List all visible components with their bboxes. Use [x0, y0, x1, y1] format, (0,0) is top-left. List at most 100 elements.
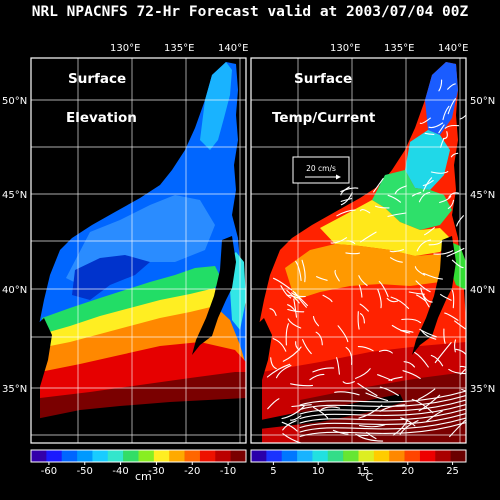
- current-vector: [402, 370, 421, 379]
- current-vector: [281, 421, 298, 432]
- current-vector: [386, 297, 399, 303]
- current-vector: [357, 434, 384, 442]
- elevation-north-highs: [200, 62, 232, 150]
- current-vector: [446, 247, 465, 257]
- current-vectors: [266, 79, 466, 443]
- elevation-colorbar-segment: [77, 450, 93, 462]
- reference-vector-label: 20 cm/s: [306, 164, 336, 173]
- current-vector: [334, 269, 340, 282]
- elevation-field: [31, 58, 246, 443]
- current-vector: [270, 357, 277, 370]
- current-vector: [299, 390, 466, 406]
- current-vector: [299, 408, 466, 424]
- current-vector: [379, 386, 399, 396]
- current-vector: [378, 280, 389, 298]
- current-vector: [365, 392, 389, 402]
- current-vector: [389, 249, 404, 253]
- temperature-colorbar-segment: [297, 450, 313, 462]
- elevation-colorbar-segment: [230, 450, 247, 462]
- current-vector: [426, 410, 443, 422]
- current-vector: [309, 373, 325, 381]
- current-vector: [337, 325, 349, 343]
- elevation-colorbar-label: -30: [148, 466, 164, 477]
- elevation-colorbar-segment: [123, 450, 139, 462]
- temperature-colorbar-segment: [327, 450, 344, 462]
- current-vector: [359, 209, 371, 214]
- current-vector: [355, 368, 371, 379]
- temp-land-korea: [251, 318, 272, 410]
- elevation-colorbar-segment: [199, 450, 216, 462]
- temp-land-japan: [412, 236, 456, 355]
- current-vector: [285, 323, 289, 346]
- current-vector: [440, 293, 452, 301]
- current-vector: [414, 351, 429, 368]
- elevation-colorbar-segment: [92, 450, 109, 462]
- elevation-colorbar: -60 -50 -40 -30 -20 -10: [30, 449, 247, 477]
- current-vector: [448, 192, 460, 198]
- current-vector: [299, 412, 466, 429]
- current-vector: [332, 429, 349, 435]
- current-vector: [415, 280, 431, 293]
- elevation-land-south: [31, 398, 246, 443]
- current-vector: [282, 346, 302, 362]
- current-vector: [451, 259, 464, 269]
- longitude-tick-label: 135°E: [164, 43, 194, 54]
- current-vector: [269, 308, 277, 316]
- elevation-title-line2: Elevation: [66, 110, 137, 126]
- current-vector: [302, 339, 312, 355]
- temperature-colorbar-segment: [389, 450, 405, 462]
- current-vector: [357, 346, 374, 352]
- current-vector: [281, 405, 305, 420]
- elevation-land-japan: [192, 236, 236, 355]
- current-vector: [421, 330, 437, 340]
- current-vector: [456, 215, 464, 227]
- current-vector: [299, 399, 466, 415]
- temperature-colorbar-label: 20: [401, 466, 414, 477]
- temperature-colorbar-segment: [281, 450, 298, 462]
- current-vector: [394, 185, 407, 195]
- elevation-colorbar-label: -60: [41, 466, 57, 477]
- current-vector: [312, 316, 320, 327]
- elevation-land-korea: [31, 318, 52, 410]
- graticule: [31, 58, 466, 443]
- current-vector: [358, 284, 363, 298]
- current-vector: [389, 257, 403, 263]
- current-vector: [316, 276, 328, 281]
- elevation-colorbar-segment: [138, 450, 155, 462]
- current-vector: [447, 199, 455, 210]
- current-vector: [340, 187, 359, 193]
- current-vector: [454, 339, 457, 353]
- current-vector: [428, 241, 443, 246]
- temperature-colorbar-segment: [266, 450, 283, 462]
- temperature-colorbar-segment: [358, 450, 375, 462]
- elevation-title-line1: Surface: [68, 71, 126, 87]
- current-vector: [345, 252, 361, 255]
- current-vector: [424, 132, 435, 135]
- current-vector: [266, 363, 291, 378]
- temperature-colorbar-label: 10: [312, 466, 325, 477]
- current-vector: [320, 406, 341, 411]
- temperature-colorbar-segment: [450, 450, 467, 462]
- latitude-tick-label-left: 50°N: [2, 96, 27, 107]
- figure-title: NRL NPACNFS 72-Hr Forecast valid at 2003…: [31, 4, 469, 20]
- current-vector: [448, 368, 466, 375]
- current-vector: [357, 382, 378, 397]
- temperature-colorbar-segment: [312, 450, 329, 462]
- current-vector: [289, 415, 302, 421]
- current-vector: [340, 197, 353, 202]
- current-vector: [461, 388, 466, 392]
- temperature-colorbar-label: 5: [270, 466, 276, 477]
- current-vector: [419, 328, 437, 338]
- elevation-unit: cm: [135, 470, 152, 483]
- current-vector: [280, 285, 292, 299]
- current-vector: [444, 124, 460, 129]
- latitude-tick-label-right: 45°N: [470, 190, 495, 201]
- current-vector: [418, 191, 431, 203]
- current-vector: [322, 294, 333, 303]
- current-vector: [378, 349, 393, 354]
- longitude-tick-label: 130°E: [330, 43, 360, 54]
- current-vector: [336, 357, 340, 375]
- current-vector: [391, 324, 411, 334]
- longitude-tick-label: 140°E: [218, 43, 248, 54]
- latitude-tick-label-left: 35°N: [2, 384, 27, 395]
